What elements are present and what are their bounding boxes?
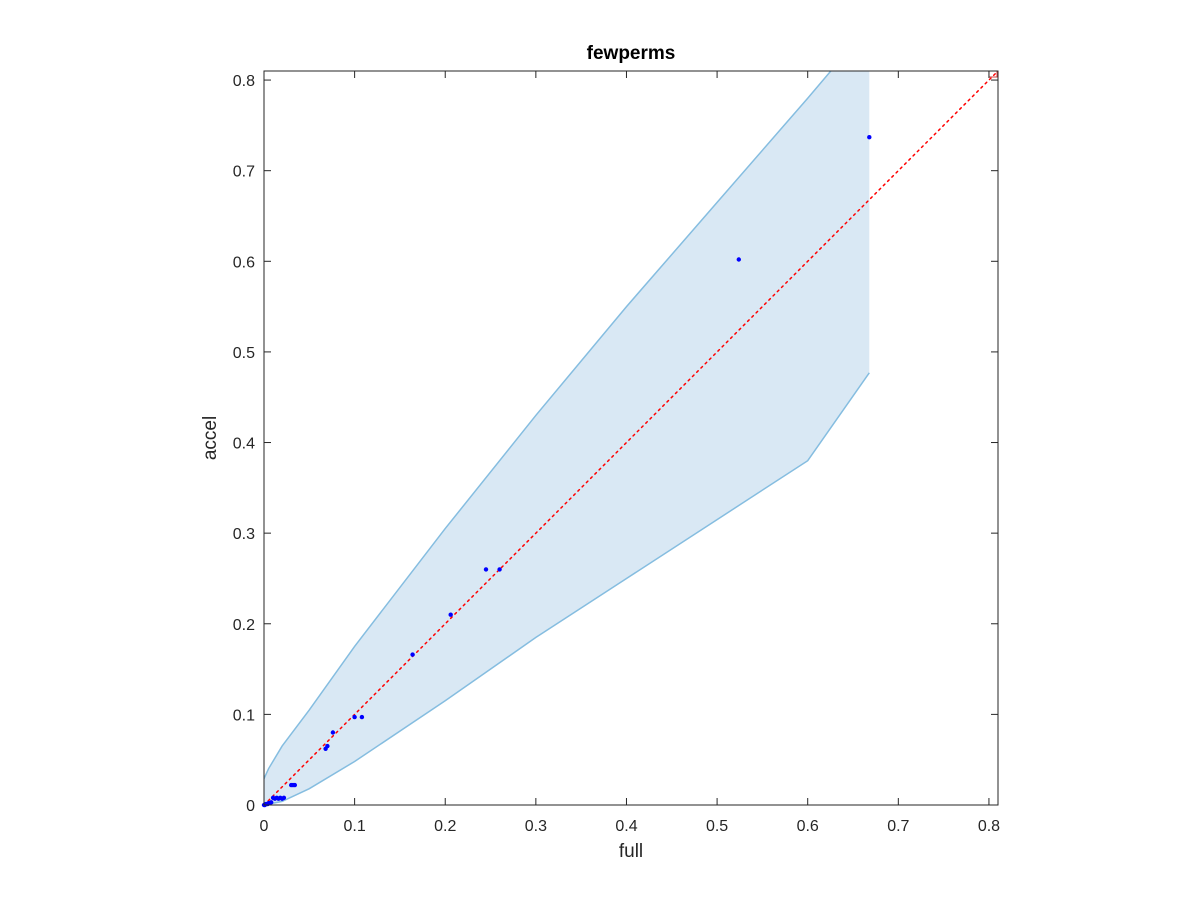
x-tick-label: 0.8 — [978, 818, 1000, 835]
chart-title: fewperms — [587, 43, 676, 64]
plot-frame — [263, 70, 999, 806]
x-tick-label: 0 — [260, 818, 269, 835]
y-tick-label: 0.8 — [233, 73, 255, 90]
data-point — [867, 135, 872, 140]
y-tick-label: 0.4 — [233, 436, 255, 453]
y-axis-label: accel — [200, 416, 221, 460]
data-point — [269, 800, 274, 805]
data-point — [410, 652, 415, 657]
data-point — [330, 730, 336, 735]
data-point — [736, 257, 741, 262]
data-point — [292, 782, 297, 788]
x-tick-label: 0.1 — [343, 818, 365, 835]
x-axis-label: full — [619, 841, 643, 862]
data-point — [352, 714, 357, 720]
y-tick-label: 0.7 — [233, 164, 255, 181]
y-tick-label: 0.2 — [233, 617, 255, 634]
y-tick-label: 0.3 — [233, 526, 255, 543]
band-lower-edge — [264, 372, 870, 805]
data-point — [483, 567, 489, 572]
x-tick-label: 0.2 — [434, 818, 456, 835]
data-point — [497, 567, 502, 572]
x-tick-label: 0.3 — [525, 818, 547, 835]
data-point — [448, 612, 453, 617]
y-tick-label: 0.6 — [233, 254, 255, 271]
axis-ticks: 0 0.1 0.2 0.3 0.4 0.5 0.6 0.7 0.8 0 0.1 0.2 0.3 0.4 0.… — [233, 71, 1000, 835]
x-tick-label: 0.7 — [887, 818, 909, 835]
y-tick-label: 0.5 — [233, 345, 255, 362]
x-tick-label: 0.4 — [615, 818, 637, 835]
band-upper-edge — [264, 71, 832, 780]
identity-reference-line — [264, 71, 998, 805]
y-tick-label: 0.1 — [233, 707, 255, 724]
y-tick-label: 0 — [246, 798, 255, 815]
data-point — [359, 714, 365, 720]
x-tick-label: 0.5 — [706, 818, 728, 835]
x-tick-label: 0.6 — [797, 818, 819, 835]
data-point — [281, 795, 287, 800]
data-point — [325, 743, 330, 749]
band-fill — [264, 71, 870, 805]
confidence-band — [264, 71, 870, 805]
